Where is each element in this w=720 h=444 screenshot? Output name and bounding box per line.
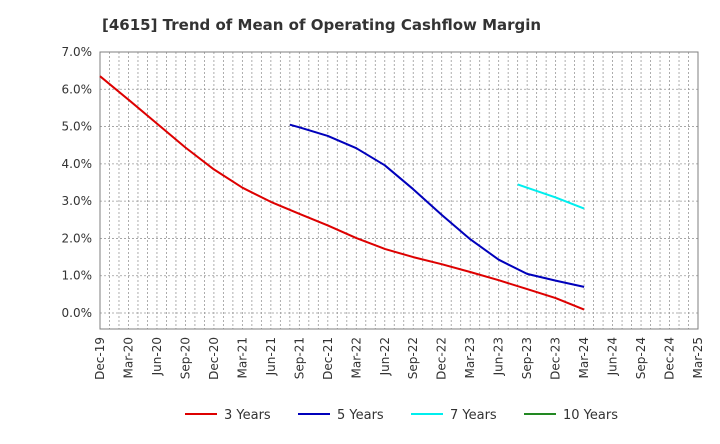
x-tick-label: Jun-23 — [492, 337, 506, 376]
chart-title: [4615] Trend of Mean of Operating Cashfl… — [102, 16, 541, 34]
y-tick-label: 7.0% — [62, 45, 93, 59]
x-tick-label: Dec-22 — [435, 337, 449, 380]
y-axis-labels: 0.0% 1.0% 2.0% 3.0% 4.0% 5.0% 6.0% 7.0% — [62, 45, 93, 320]
x-tick-label: Dec-21 — [321, 337, 335, 380]
series-lines — [99, 75, 585, 311]
y-tick-label: 6.0% — [62, 82, 93, 96]
x-tick-label: Jun-22 — [378, 337, 392, 376]
series-line-3-years — [99, 75, 585, 311]
x-tick-label: Dec-19 — [93, 337, 107, 380]
x-tick-label: Mar-25 — [691, 337, 705, 378]
x-tick-label: Dec-24 — [663, 337, 677, 380]
x-tick-label: Mar-24 — [577, 337, 591, 378]
x-axis-labels: Dec-19 Mar-20 Jun-20 Sep-20 Dec-20 Mar-21 Jun-… — [93, 337, 705, 380]
y-tick-label: 5.0% — [62, 120, 93, 134]
y-tick-label: 2.0% — [62, 231, 93, 245]
plot-area — [99, 51, 699, 330]
x-tick-label: Sep-20 — [178, 337, 192, 379]
series-line-7-years — [517, 183, 585, 210]
grid-lines — [100, 51, 698, 329]
x-tick-label: Dec-23 — [549, 337, 563, 380]
legend-label: 10 Years — [563, 408, 618, 423]
series-line-5-years — [289, 123, 585, 288]
legend: 3 Years 5 Years 7 Years 10 Years — [185, 408, 618, 423]
x-tick-label: Jun-21 — [264, 337, 278, 376]
legend-label: 5 Years — [337, 408, 384, 423]
x-tick-label: Mar-21 — [235, 337, 249, 378]
legend-label: 7 Years — [450, 408, 497, 423]
x-tick-label: Mar-22 — [349, 337, 363, 378]
y-tick-label: 0.0% — [62, 306, 93, 320]
x-tick-label: Sep-24 — [634, 337, 648, 379]
x-tick-label: Dec-20 — [207, 337, 221, 380]
x-tick-label: Sep-21 — [292, 337, 306, 379]
x-tick-label: Jun-24 — [606, 337, 620, 376]
x-tick-label: Mar-23 — [463, 337, 477, 378]
x-tick-label: Jun-20 — [150, 337, 164, 376]
y-tick-label: 3.0% — [62, 194, 93, 208]
y-tick-label: 1.0% — [62, 269, 93, 283]
x-tick-label: Sep-22 — [406, 337, 420, 379]
x-tick-label: Mar-20 — [121, 337, 135, 378]
legend-label: 3 Years — [224, 408, 271, 423]
x-tick-label: Sep-23 — [520, 337, 534, 379]
y-tick-label: 4.0% — [62, 157, 93, 171]
